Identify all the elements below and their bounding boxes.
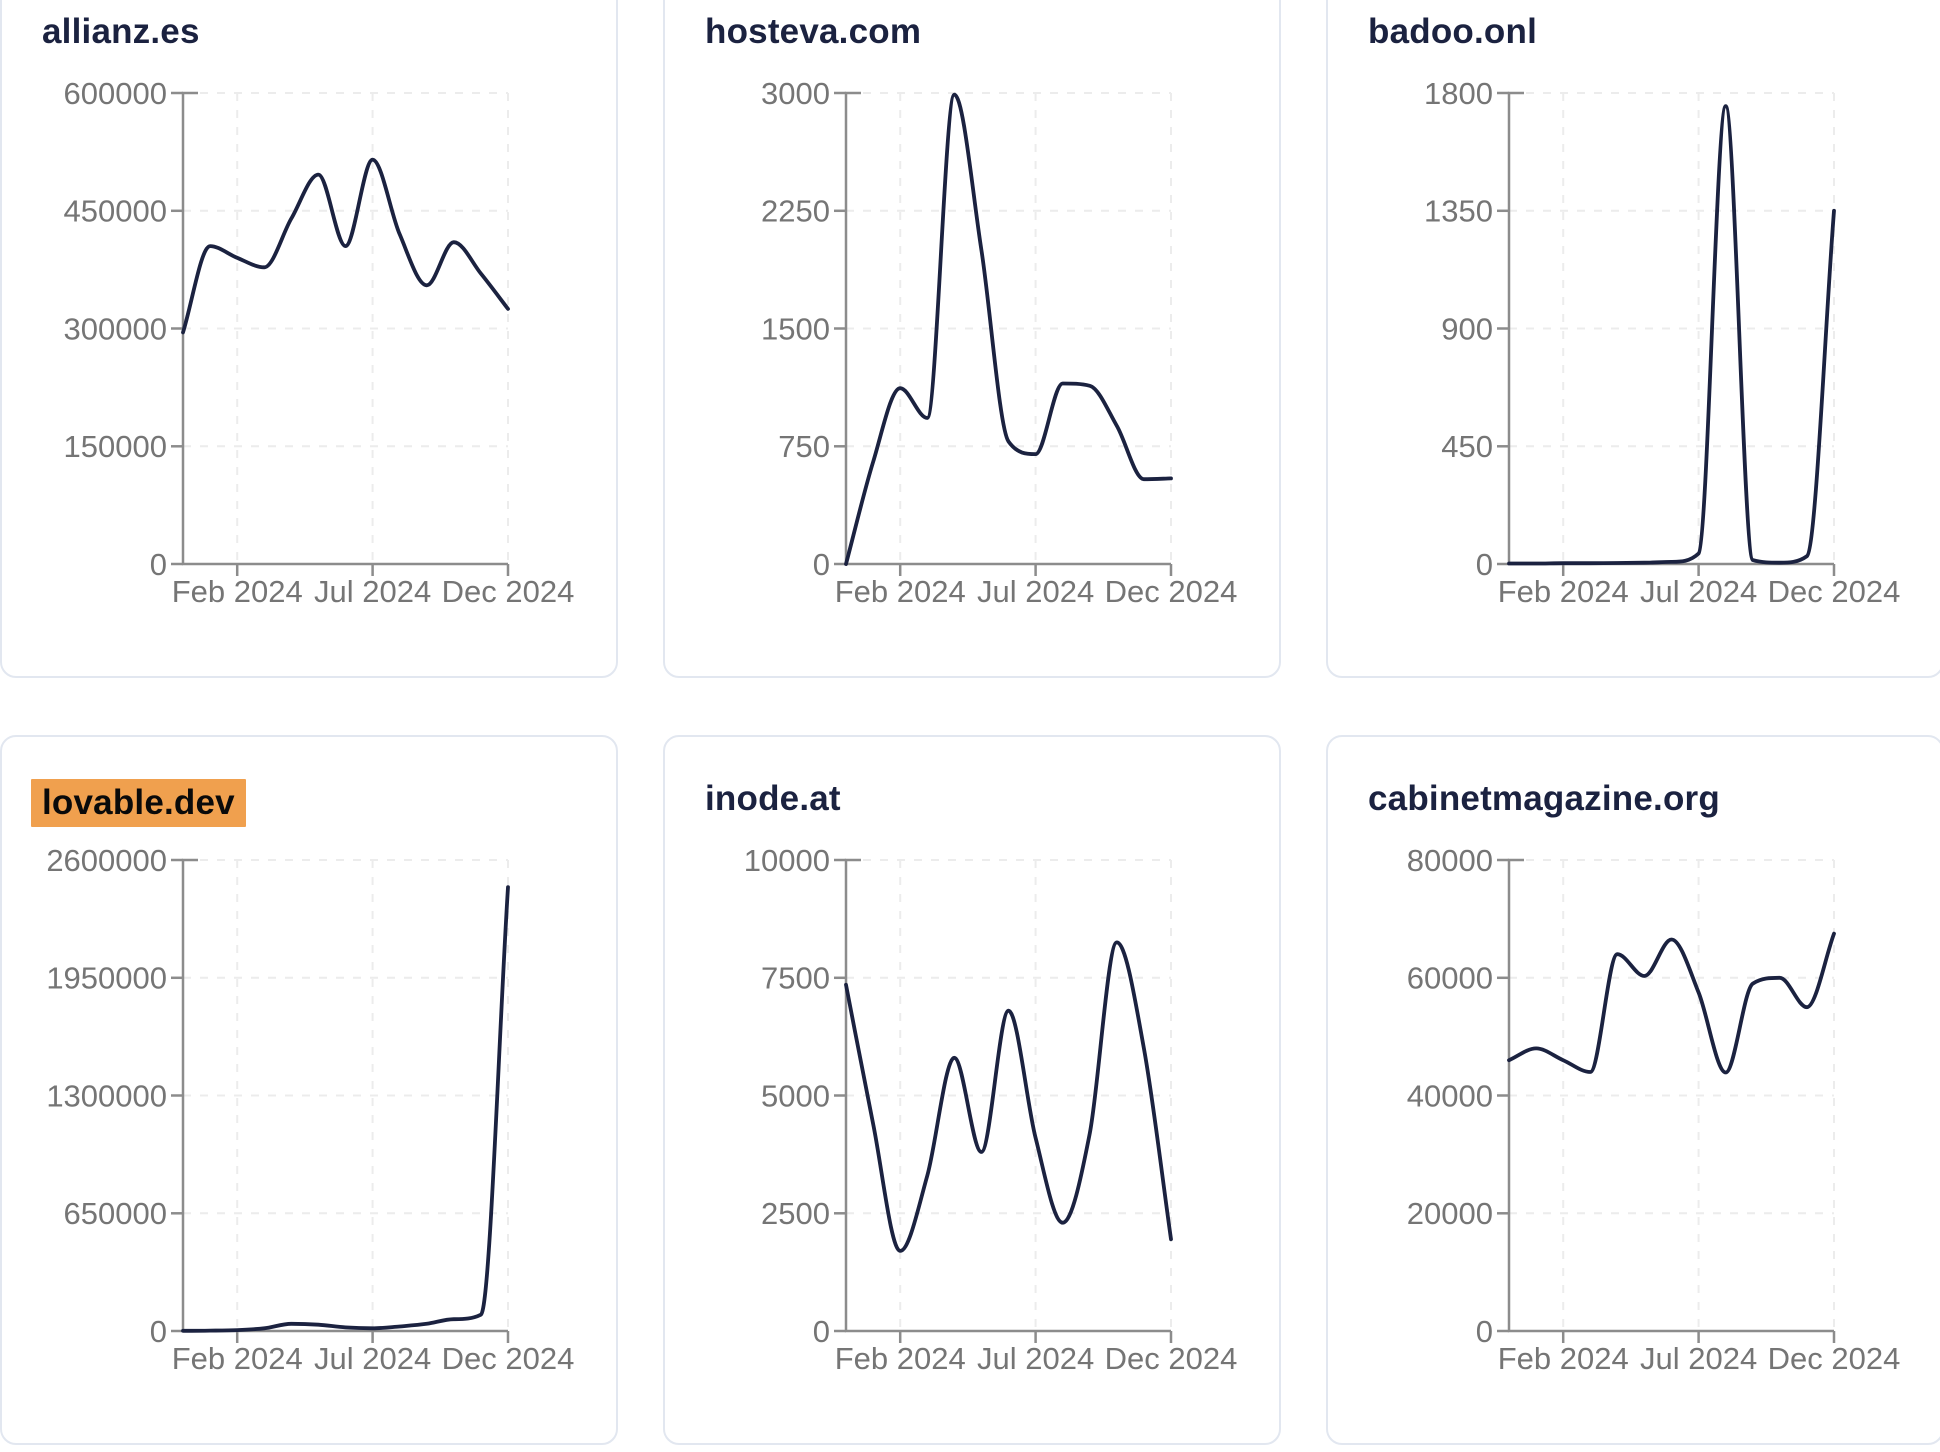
x-tick-label: Dec 2024: [1105, 1341, 1238, 1376]
y-tick-label: 1950000: [46, 961, 167, 996]
traffic-line-chart: 0 650000 1300000 1950000 2600000 Feb 2024 Jul …: [46, 843, 575, 1376]
y-tick-label: 7500: [761, 961, 830, 996]
domain-name: badoo.onl: [1368, 12, 1537, 51]
y-tick-label: 300000: [64, 311, 167, 346]
traffic-line-chart: 0 20000 40000 60000 80000 Feb 2024 Jul 2024 Dec…: [1407, 843, 1901, 1376]
y-tick-label: 0: [1476, 547, 1493, 582]
y-tick-label: 5000: [761, 1078, 830, 1113]
y-tick-label: 1300000: [46, 1078, 167, 1113]
x-tick-label: Feb 2024: [1498, 1341, 1629, 1376]
x-tick-label: Jul 2024: [314, 1341, 431, 1376]
series-line: [844, 92, 1173, 566]
y-tick-label: 80000: [1407, 843, 1493, 878]
traffic-line-chart: 0 450 900 1350 1800 Feb 2024 Jul 2024 Dec 2024: [1424, 76, 1901, 609]
chart-title: inode.at: [705, 779, 841, 819]
x-tick-label: Dec 2024: [442, 574, 575, 609]
x-tick-label: Feb 2024: [172, 1341, 303, 1376]
y-tick-label: 1800: [1424, 76, 1493, 111]
y-tick-label: 600000: [64, 76, 167, 111]
x-tick-label: Jul 2024: [977, 574, 1094, 609]
x-tick-label: Dec 2024: [1768, 574, 1901, 609]
traffic-line-chart: 0 750 1500 2250 3000 Feb 2024 Jul 2024 Dec 2024: [761, 76, 1238, 609]
y-tick-label: 60000: [1407, 961, 1493, 996]
y-tick-label: 0: [150, 1314, 167, 1349]
domain-name-highlighted: lovable.dev: [31, 779, 246, 827]
y-tick-label: 2500: [761, 1196, 830, 1231]
chart-card-allianz: allianz.es 0 150000 300000 450000 600000 Feb …: [0, 0, 618, 678]
y-tick-label: 2600000: [46, 843, 167, 878]
x-tick-label: Jul 2024: [314, 574, 431, 609]
chart-title: allianz.es: [42, 12, 200, 52]
y-tick-label: 40000: [1407, 1078, 1493, 1113]
x-tick-label: Dec 2024: [1105, 574, 1238, 609]
chart-title: lovable.dev: [31, 779, 246, 827]
x-tick-label: Dec 2024: [442, 1341, 575, 1376]
x-tick-label: Feb 2024: [835, 574, 966, 609]
chart-title: cabinetmagazine.org: [1368, 779, 1720, 819]
y-tick-label: 0: [150, 547, 167, 582]
x-tick-label: Jul 2024: [1640, 574, 1757, 609]
y-tick-label: 10000: [744, 843, 830, 878]
domain-name: allianz.es: [42, 12, 200, 51]
y-tick-label: 0: [1476, 1314, 1493, 1349]
chart-title: hosteva.com: [705, 12, 921, 52]
chart-card-badoo: badoo.onl 0 450 900 1350 1800 Feb 2024 Jul 202…: [1326, 0, 1940, 678]
x-tick-label: Jul 2024: [1640, 1341, 1757, 1376]
x-tick-label: Feb 2024: [835, 1341, 966, 1376]
y-tick-label: 650000: [64, 1196, 167, 1231]
chart-title: badoo.onl: [1368, 12, 1537, 52]
y-tick-label: 150000: [64, 429, 167, 464]
x-tick-label: Dec 2024: [1768, 1341, 1901, 1376]
traffic-line-chart: 0 2500 5000 7500 10000 Feb 2024 Jul 2024 Dec 20…: [744, 843, 1238, 1376]
y-tick-label: 1350: [1424, 194, 1493, 229]
traffic-line-chart: 0 150000 300000 450000 600000 Feb 2024 Jul 202…: [64, 76, 575, 609]
series-line: [1507, 931, 1836, 1075]
y-tick-label: 450: [1441, 429, 1493, 464]
y-tick-label: 0: [813, 1314, 830, 1349]
chart-card-hosteva: hosteva.com 0 750 1500 2250 3000 Feb 2024 Jul …: [663, 0, 1281, 678]
y-tick-label: 900: [1441, 311, 1493, 346]
series-line: [181, 885, 510, 1333]
y-tick-label: 2250: [761, 194, 830, 229]
chart-card-cabinetmagazine: cabinetmagazine.org 0 20000 40000 60000 8000…: [1326, 735, 1940, 1445]
y-tick-label: 1500: [761, 311, 830, 346]
series-line: [1507, 104, 1836, 566]
x-tick-label: Jul 2024: [977, 1341, 1094, 1376]
series-line: [181, 157, 510, 335]
y-tick-label: 3000: [761, 76, 830, 111]
y-tick-label: 20000: [1407, 1196, 1493, 1231]
y-tick-label: 450000: [64, 194, 167, 229]
y-tick-label: 750: [778, 429, 830, 464]
domain-name: inode.at: [705, 779, 841, 818]
domain-name: cabinetmagazine.org: [1368, 779, 1720, 818]
series-line: [844, 940, 1173, 1253]
chart-card-lovable: lovable.dev 0 650000 1300000 1950000 2600000…: [0, 735, 618, 1445]
domain-name: hosteva.com: [705, 12, 922, 51]
x-tick-label: Feb 2024: [1498, 574, 1629, 609]
y-tick-label: 0: [813, 547, 830, 582]
x-tick-label: Feb 2024: [172, 574, 303, 609]
chart-card-inode: inode.at 0 2500 5000 7500 10000 Feb 2024 Jul 2…: [663, 735, 1281, 1445]
